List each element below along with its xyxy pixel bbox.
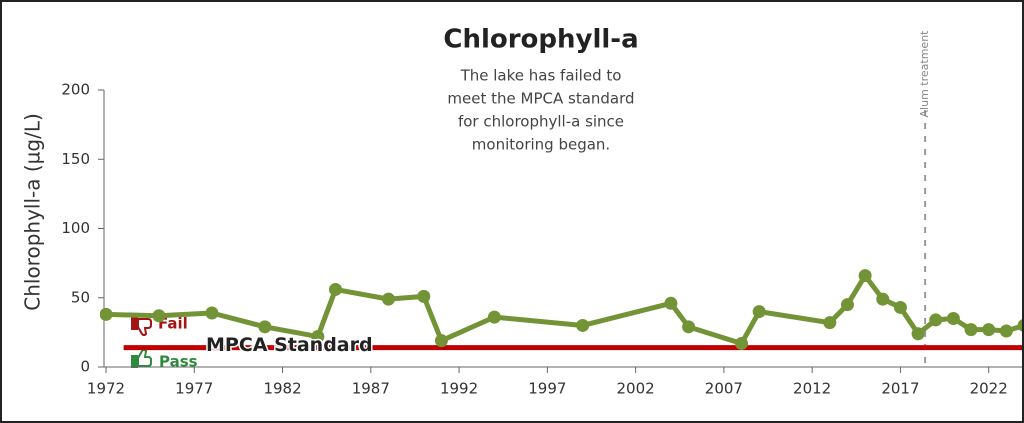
data-point	[982, 323, 996, 337]
data-point	[487, 310, 501, 324]
x-tick-label: 2007	[705, 380, 743, 398]
data-point	[929, 313, 943, 327]
x-tick-label: 2002	[617, 380, 655, 398]
data-point	[946, 312, 960, 326]
event-label: Alum treatment	[918, 30, 931, 118]
data-point	[823, 316, 837, 330]
fail-icon	[131, 317, 152, 336]
annotation-line: meet the MPCA standard	[447, 90, 634, 108]
y-tick-label: 0	[80, 358, 90, 376]
standard-label: MPCA Standard	[206, 334, 373, 356]
data-point	[682, 320, 696, 334]
x-tick-label: 1982	[263, 380, 301, 398]
data-point	[100, 307, 113, 321]
data-point	[752, 305, 766, 319]
data-point	[311, 330, 325, 344]
annotation-line: The lake has failed to	[460, 67, 622, 85]
x-tick-label: 1992	[440, 380, 478, 398]
data-point	[417, 289, 431, 303]
data-point	[876, 292, 890, 306]
data-point	[911, 327, 925, 341]
x-tick-label: 2012	[793, 380, 831, 398]
y-tick-label: 50	[71, 288, 90, 306]
data-point	[381, 292, 395, 306]
data-point	[329, 282, 342, 296]
y-tick-label: 100	[61, 219, 90, 237]
data-point	[893, 300, 907, 314]
x-tick-label: 1972	[87, 380, 125, 398]
data-point	[664, 296, 678, 310]
annotation-line: monitoring began.	[472, 136, 610, 154]
x-tick-label: 2022	[970, 380, 1008, 398]
annotation-line: for chlorophyll-a since	[458, 113, 624, 131]
y-tick-label: 150	[61, 150, 90, 168]
x-tick-label: 1987	[352, 380, 390, 398]
y-tick-label: 200	[61, 81, 90, 99]
data-point	[576, 318, 590, 332]
data-point	[1017, 319, 1022, 332]
data-point	[840, 298, 854, 312]
data-point	[999, 324, 1013, 338]
data-point	[735, 336, 749, 350]
data-point	[258, 320, 272, 334]
plot-area	[100, 269, 1022, 351]
data-point	[964, 323, 978, 337]
data-point	[205, 306, 219, 320]
chart-title: Chlorophyll-a	[443, 25, 638, 55]
y-axis-label: Chlorophyll-a (µg/L)	[21, 113, 45, 311]
data-point	[858, 269, 872, 283]
pass-label: Pass	[159, 353, 198, 371]
x-tick-label: 1997	[528, 380, 566, 398]
data-point	[152, 309, 166, 323]
x-tick-label: 2017	[881, 380, 919, 398]
data-point	[434, 334, 448, 348]
fail-label: Fail	[158, 315, 188, 333]
x-tick-label: 1977	[175, 380, 213, 398]
